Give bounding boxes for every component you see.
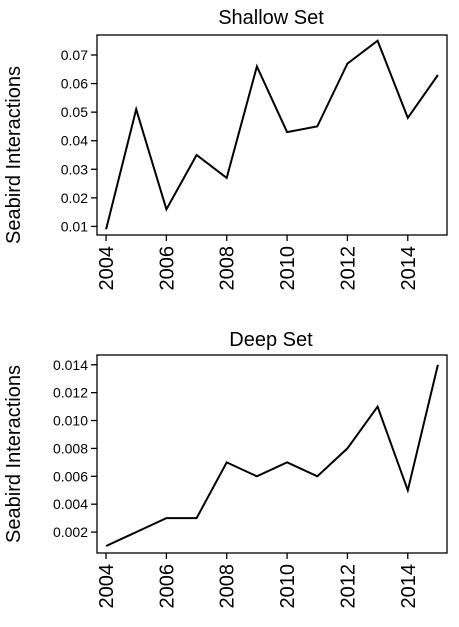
y-tick-label: 0.006 <box>53 468 88 484</box>
y-tick-label: 0.06 <box>61 76 88 92</box>
series-line <box>105 39 439 230</box>
x-tick-label: 2010 <box>277 246 299 291</box>
x-tick-label: 2004 <box>96 564 118 609</box>
plot-frame <box>96 34 448 236</box>
x-tick-label: 2014 <box>398 246 420 291</box>
x-tick-label: 2012 <box>337 564 359 609</box>
y-tick-label: 0.02 <box>61 190 88 206</box>
x-tick-label: 2006 <box>156 246 178 291</box>
plot-frame <box>96 354 448 554</box>
chart-title: Deep Set <box>229 329 313 351</box>
x-tick-label: 2012 <box>337 246 359 291</box>
y-tick-label: 0.012 <box>53 385 88 401</box>
y-axis-label: Seabird Interactions <box>3 66 25 244</box>
deep-set-chart: Deep Set Seabird Interactions 0.002 0.004… <box>3 329 448 609</box>
x-tick-label: 2010 <box>277 564 299 609</box>
y-tick-label: 0.002 <box>53 524 88 540</box>
y-tick-label: 0.004 <box>53 496 88 512</box>
x-tick-label: 2008 <box>217 246 239 290</box>
x-tick-label: 2006 <box>156 564 178 609</box>
y-tick-label: 0.05 <box>61 104 88 120</box>
y-tick-label: 0.07 <box>61 47 88 63</box>
y-tick-label: 0.008 <box>53 440 88 456</box>
y-tick-label: 0.04 <box>61 133 88 149</box>
y-tick-label: 0.01 <box>61 218 88 234</box>
x-tick-label: 2008 <box>217 564 239 609</box>
y-tick-label: 0.03 <box>61 161 88 177</box>
x-tick-label: 2004 <box>96 246 118 291</box>
shallow-set-chart: Shallow Set Seabird Interactions 0.01 0.0… <box>3 7 448 291</box>
series-line <box>105 364 439 547</box>
y-axis-label: Seabird Interactions <box>3 365 25 543</box>
y-tick-label: 0.014 <box>53 357 88 373</box>
chart-title: Shallow Set <box>218 7 324 29</box>
x-tick-label: 2014 <box>398 564 420 609</box>
y-tick-label: 0.010 <box>53 413 88 429</box>
